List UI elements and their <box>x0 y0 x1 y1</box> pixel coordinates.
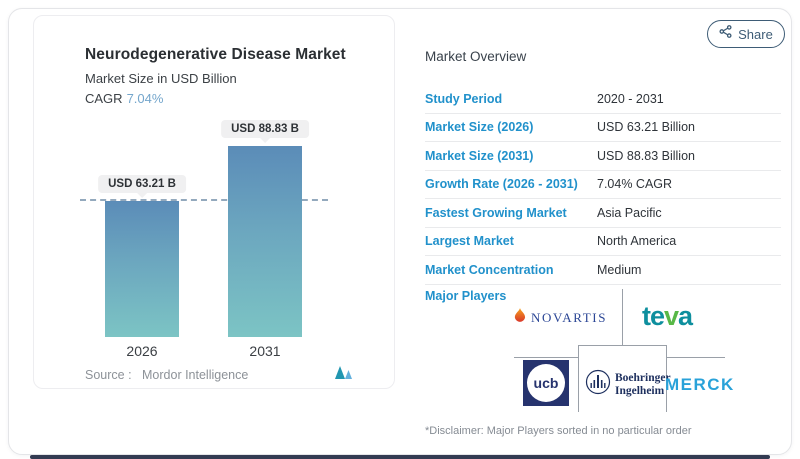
ucb-logo: ucb <box>523 360 569 406</box>
ucb-wordmark: ucb <box>533 375 559 391</box>
row-value: North America <box>597 234 677 249</box>
merck-logo: MERCK <box>665 375 735 394</box>
ucb-circle: ucb <box>527 364 565 402</box>
teva-wordmark: te <box>642 301 665 331</box>
boehringer-line1: Boehringer <box>615 371 671 384</box>
source-row: Source : Mordor Intelligence <box>85 368 248 382</box>
mordor-intelligence-logo-icon <box>334 366 355 385</box>
row-value: Medium <box>597 262 642 277</box>
table-row: Study Period 2020 - 2031 <box>425 85 781 114</box>
bar <box>105 201 179 337</box>
players-divider-right <box>665 357 725 358</box>
x-axis-label: 2031 <box>249 343 281 359</box>
table-row: Fastest Growing Market Asia Pacific <box>425 199 781 228</box>
row-label: Study Period <box>425 91 503 106</box>
row-label: Market Size (2031) <box>425 148 534 163</box>
players-center-box <box>578 345 667 412</box>
share-icon <box>719 25 732 43</box>
report-card: Neurodegenerative Disease Market Market … <box>8 8 792 455</box>
novartis-logo: NOVARTIS <box>514 308 607 328</box>
source-label: Source : <box>85 368 132 382</box>
table-row: Growth Rate (2026 - 2031) 7.04% CAGR <box>425 171 781 199</box>
boehringer-ingelheim-logo: Boehringer Ingelheim <box>585 369 671 400</box>
players-divider-left <box>514 357 578 358</box>
row-value: USD 88.83 Billion <box>597 148 695 163</box>
bar-chart: USD 63.21 B USD 88.83 B <box>34 16 394 337</box>
footer-bar <box>30 455 770 459</box>
source-value: Mordor Intelligence <box>142 368 249 382</box>
table-row: Market Size (2031) USD 88.83 Billion <box>425 142 781 171</box>
teva-logo: teva <box>642 301 693 332</box>
players-divider-vertical <box>622 289 623 345</box>
row-label: Largest Market <box>425 234 514 249</box>
reference-line <box>80 199 328 201</box>
overview-table: Study Period 2020 - 2031 Market Size (20… <box>425 85 781 285</box>
table-row: Market Size (2026) USD 63.21 Billion <box>425 114 781 142</box>
bar <box>228 146 302 337</box>
chart-header: Neurodegenerative Disease Market Market … <box>85 46 346 106</box>
share-button[interactable]: Share <box>707 20 785 48</box>
row-value: Asia Pacific <box>597 205 662 220</box>
novartis-wordmark: NOVARTIS <box>531 310 608 325</box>
bar-value-pill: USD 88.83 B <box>221 120 309 138</box>
x-axis-label: 2026 <box>126 343 158 359</box>
row-value: USD 63.21 Billion <box>597 120 695 135</box>
share-button-label: Share <box>738 26 773 42</box>
row-value: 2020 - 2031 <box>597 91 664 106</box>
row-label: Fastest Growing Market <box>425 205 567 220</box>
cagr-line: CAGR 7.04% <box>85 91 346 106</box>
row-label: Growth Rate (2026 - 2031) <box>425 177 578 192</box>
chart-title: Neurodegenerative Disease Market <box>85 46 346 63</box>
disclaimer-text: *Disclaimer: Major Players sorted in no … <box>425 425 692 437</box>
teva-wordmark-end: a <box>678 301 693 331</box>
cagr-label: CAGR <box>85 91 123 106</box>
bar-value-pill: USD 63.21 B <box>98 175 186 193</box>
major-players-label: Major Players <box>425 289 507 303</box>
table-row: Largest Market North America <box>425 228 781 256</box>
row-label: Market Size (2026) <box>425 120 534 135</box>
teva-leaf-letter: v <box>664 301 679 331</box>
boehringer-line2: Ingelheim <box>615 384 665 397</box>
novartis-flame-icon <box>514 308 526 328</box>
table-row: Market Concentration Medium <box>425 256 781 285</box>
chart-subtitle: Market Size in USD Billion <box>85 71 237 86</box>
boehringer-emblem-icon <box>585 369 611 400</box>
cagr-value: 7.04% <box>126 91 164 106</box>
overview-title: Market Overview <box>425 49 527 64</box>
boehringer-wordmark: Boehringer Ingelheim <box>615 372 671 398</box>
row-label: Market Concentration <box>425 262 554 277</box>
chart-panel: Neurodegenerative Disease Market Market … <box>33 15 395 389</box>
row-value: 7.04% CAGR <box>597 177 673 192</box>
